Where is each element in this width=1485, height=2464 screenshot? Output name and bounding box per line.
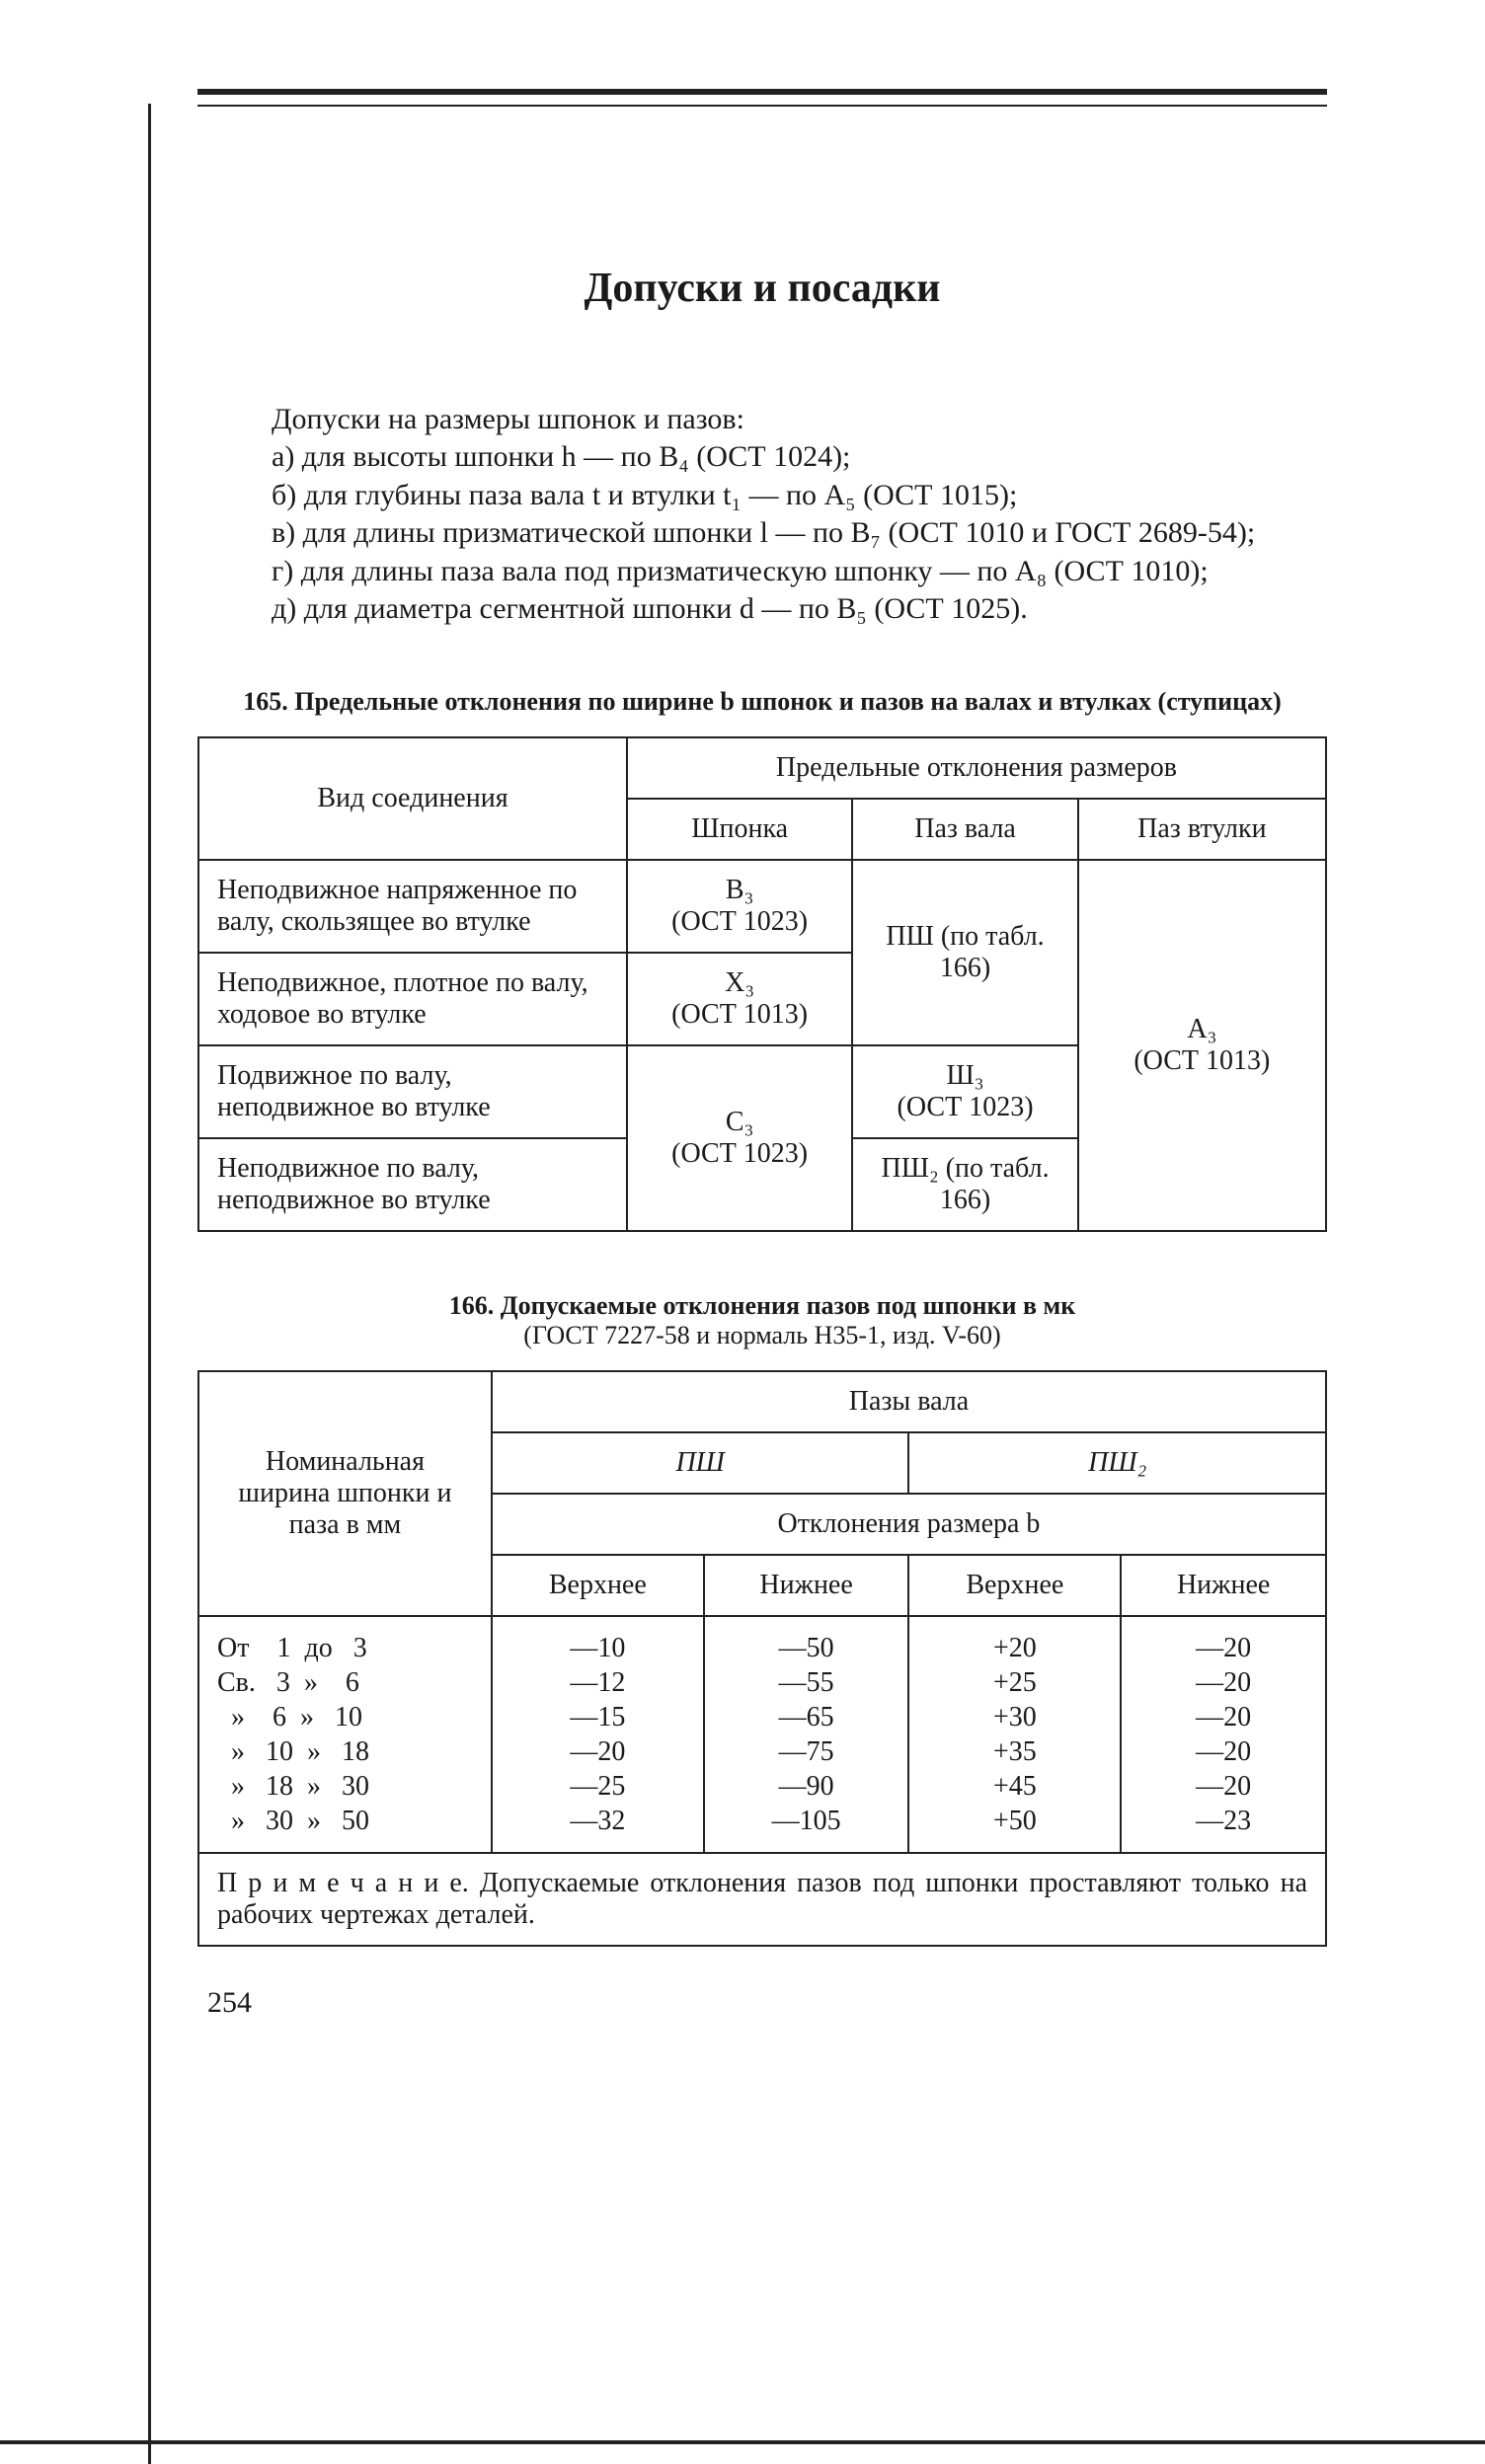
t166-caption-bold: 166. Допускаемые отклонения пазов под шп… [449,1291,1076,1320]
t166-note-text: П р и м е ч а н и е. Допускаемые отклоне… [217,1868,1307,1930]
t165-h-dev: Предельные отклонения размеров [627,737,1326,799]
t166-h-psh2: ПШ₂ [908,1432,1326,1494]
intro-d: д) для диаметра сегментной шпонки d — по… [197,590,1327,628]
intro-lead: Допуски на размеры шпонок и пазов: [197,401,1327,438]
table-note-row: П р и м е ч а н и е. Допускаемые отклоне… [198,1853,1326,1946]
table-row: От 1 до 3 Св. 3 » 6 » 6 » 10 » 10 » 18 »… [198,1616,1326,1853]
t166-psh-u: —10 —12 —15 —20 —25 —32 [492,1616,704,1853]
left-rule [148,104,151,2464]
t166-note: П р и м е ч а н и е. Допускаемые отклоне… [198,1853,1326,1946]
t165-caption: 165. Предельные отклонения по ширине b ш… [226,687,1299,717]
t165-h-conn: Вид соединения [198,737,627,860]
table-row: Неподвижное напряженное по валу, скользя… [198,860,1326,953]
t165-r34-key: C₃ (ОСТ 1023) [627,1045,852,1231]
t166-h-u1: Верхнее [492,1555,704,1616]
t166-caption-sub: (ГОСТ 7227-58 и нормаль Н35-1, изд. V-60… [226,1321,1299,1350]
t166-h-u2: Верхнее [908,1555,1121,1616]
t166-psh-l: —50 —55 —65 —75 —90 —105 [704,1616,909,1853]
top-rule [197,89,1327,107]
page-number: 254 [207,1986,1327,2020]
t165-r2-name: Неподвижное, плотное по валу, ходовое во… [198,953,627,1045]
t166-ranges: От 1 до 3 Св. 3 » 6 » 6 » 10 » 10 » 18 »… [198,1616,492,1853]
t166-h-psh: ПШ [492,1432,909,1494]
t165-r2-key: X₃ (ОСТ 1013) [627,953,852,1045]
page-title: Допуски и посадки [197,265,1327,312]
bottom-rule [0,2440,1485,2444]
t165-r4-name: Неподвижное по валу, неподвижное во втул… [198,1138,627,1231]
table-165: Вид соединения Предельные отклонения раз… [197,736,1327,1232]
intro-a: а) для высоты шпонки h — по B₄ (ОСТ 1024… [197,438,1327,476]
t166-h-devb: Отклонения размера b [492,1494,1326,1555]
t165-h-bush: Паз втулки [1078,799,1326,860]
intro-block: Допуски на размеры шпонок и пазов: а) дл… [197,401,1327,628]
t166-psh2-l: —20 —20 —20 —20 —20 —23 [1121,1616,1326,1853]
intro-g: г) для длины паза вала под призматическу… [197,553,1327,590]
t166-caption: 166. Допускаемые отклонения пазов под шп… [226,1291,1299,1350]
t165-bush-all: A₃ (ОСТ 1013) [1078,860,1326,1231]
t165-r3-name: Подвижное по валу, неподвижное во втулке [198,1045,627,1138]
t165-r1-key: B₃ (ОСТ 1023) [627,860,852,953]
t165-r12-shaft: ПШ (по табл. 166) [852,860,1077,1045]
t166-h-nom: Номинальная ширина шпонки и паза в мм [198,1371,492,1616]
table-166: Номинальная ширина шпонки и паза в мм Па… [197,1370,1327,1947]
intro-b: б) для глубины паза вала t и втулки t₁ —… [197,477,1327,514]
intro-v: в) для длины призматической шпонки l — п… [197,514,1327,552]
t165-h-shaft: Паз вала [852,799,1077,860]
t166-h-l2: Нижнее [1121,1555,1326,1616]
t165-r3-shaft: Ш₃ (ОСТ 1023) [852,1045,1077,1138]
page: Допуски и посадки Допуски на размеры шпо… [0,0,1485,2464]
t166-h-l1: Нижнее [704,1555,909,1616]
t166-psh2-u: +20 +25 +30 +35 +45 +50 [908,1616,1121,1853]
t166-h-slots: Пазы вала [492,1371,1326,1432]
t165-r1-name: Неподвижное напряженное по валу, скользя… [198,860,627,953]
t165-r4-shaft: ПШ₂ (по табл. 166) [852,1138,1077,1231]
t165-h-key: Шпонка [627,799,852,860]
